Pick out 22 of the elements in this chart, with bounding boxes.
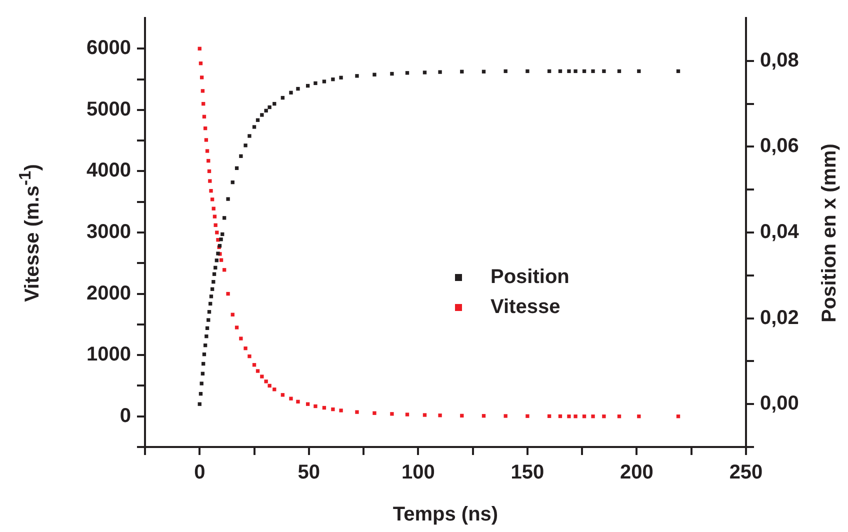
y2-tick-label: 0,02 [760,306,799,329]
y2-tick-label: 0,04 [760,221,800,244]
y-tick-label: 4000 [86,160,131,182]
x-tick-label: 150 [510,462,544,484]
y2-tick-label: 0,06 [760,135,799,158]
x-axis-title: Temps (ns) [392,504,498,526]
x-tick-label: 0 [194,462,206,484]
y-tick-label: 0 [120,404,131,427]
x-tick-label: 100 [401,462,435,484]
y2-tick-label: 0,08 [760,49,799,72]
y-tick-label: 2000 [86,282,131,304]
y-tick-label: 6000 [86,37,131,60]
legend-label: Position [490,266,570,290]
x-tick-label: 50 [298,462,320,484]
y-tick-label: 3000 [86,221,131,244]
y2-axis-title: Position en x (mm) [818,143,842,322]
legend-label: Vitesse [490,296,560,320]
y-tick-label: 1000 [86,344,131,366]
x-tick-label: 200 [620,462,654,484]
y2-tick-label: 0,00 [760,392,799,415]
y-tick-label: 5000 [86,98,131,120]
x-tick-label: 250 [729,462,763,484]
